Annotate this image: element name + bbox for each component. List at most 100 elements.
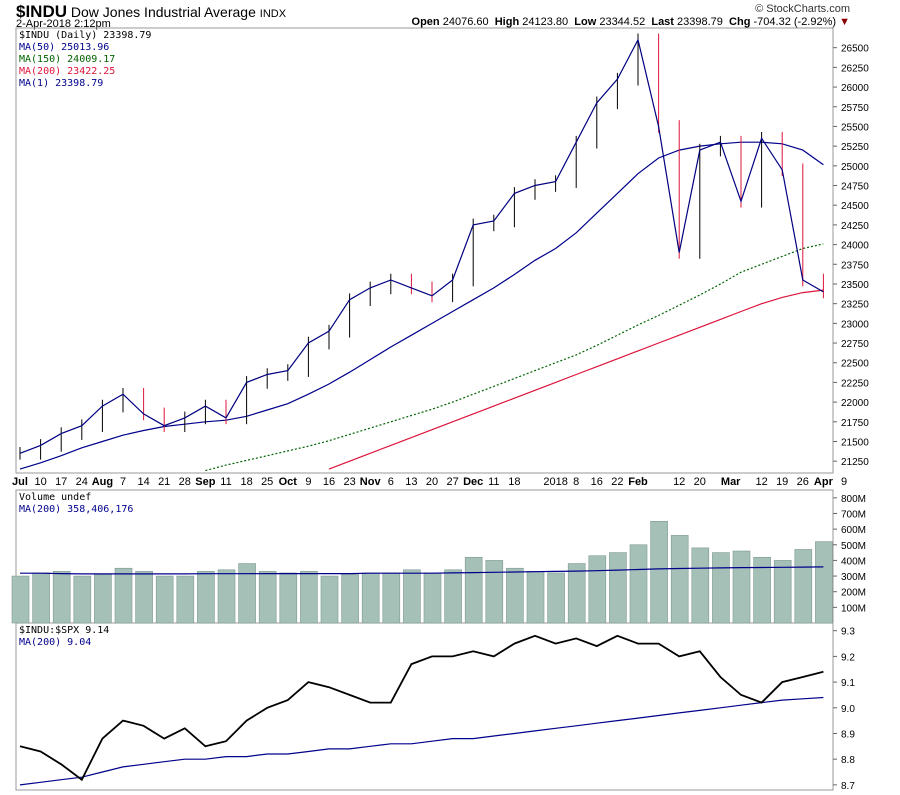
legend-volume-ma200: MA(200) 358,406,176	[19, 504, 134, 515]
ratio-line	[19, 634, 824, 782]
y-tick-label: 22000	[841, 398, 869, 409]
volume-bar	[794, 549, 813, 624]
y-tick-label: 21250	[841, 457, 869, 468]
volume-bar	[197, 571, 215, 624]
y-tick-label: 24750	[841, 182, 869, 193]
y-tick-label: 24250	[841, 221, 869, 232]
volume-bar	[279, 572, 298, 624]
x-tick-label: 24	[76, 476, 88, 488]
y-tick-label: 26250	[841, 63, 869, 74]
x-tick-label: 11	[220, 476, 231, 488]
x-tick-label: Mar	[721, 476, 741, 488]
x-tick-label: 17	[55, 476, 67, 488]
y-tick-label: 500M	[841, 541, 866, 552]
down-arrow-icon: ▼	[839, 16, 850, 28]
x-tick-label: 16	[591, 476, 603, 488]
x-tick-label: 8	[573, 476, 579, 488]
y-tick-label: 24500	[841, 201, 869, 212]
volume-bar	[712, 552, 730, 624]
open-label: Open	[411, 16, 440, 28]
volume-bar	[732, 550, 751, 624]
x-tick-label: 10	[34, 476, 46, 488]
legend-ma200: MA(200) 23422.25	[19, 66, 116, 77]
x-tick-label: 27	[446, 476, 458, 488]
y-tick-label: 25750	[841, 103, 869, 114]
y-tick-label: 9.2	[841, 652, 855, 663]
x-tick-label: 6	[388, 476, 394, 488]
x-tick-label: 20	[426, 476, 438, 488]
y-tick-label: 25250	[841, 142, 869, 153]
x-tick-label: Oct	[279, 476, 298, 488]
high-label: High	[494, 16, 520, 28]
x-tick-label: 12	[755, 476, 767, 488]
x-tick-label: 23	[343, 476, 355, 488]
x-tick-label: 20	[694, 476, 706, 488]
legend-ratio-ma200: MA(200) 9.04	[19, 637, 92, 648]
y-tick-label: 9.3	[841, 627, 855, 638]
x-tick-label: 9	[841, 476, 847, 488]
y-tick-label: 600M	[841, 525, 866, 536]
x-tick-label: 22	[611, 476, 623, 488]
y-tick-label: 100M	[841, 603, 866, 614]
x-tick-label: 14	[137, 476, 149, 488]
y-tick-label: 22250	[841, 378, 869, 389]
low-value: 23344.52	[599, 16, 646, 28]
ratio-ma200-line	[19, 696, 824, 786]
x-tick-label: Dec	[463, 476, 483, 488]
volume-bar	[11, 575, 30, 624]
y-tick-label: 9.0	[841, 704, 855, 715]
x-tick-label: 28	[179, 476, 191, 488]
volume-bar	[753, 556, 771, 624]
volume-bar	[629, 544, 648, 624]
y-tick-label: 21500	[841, 437, 869, 448]
low-label: Low	[574, 16, 597, 28]
volume-bar	[32, 572, 50, 624]
y-tick-label: 26000	[841, 83, 869, 94]
volume-ma200-line	[20, 566, 824, 575]
volume-bar	[94, 574, 112, 624]
panel-frame	[15, 27, 834, 474]
y-tick-label: 22750	[841, 339, 869, 350]
volume-bar	[773, 560, 792, 624]
x-tick-label: 13	[405, 476, 417, 488]
quote-bar: Open 24076.60 High 24123.80 Low 23344.52…	[412, 16, 850, 28]
last-value: 23398.79	[677, 16, 723, 28]
x-tick-label: 16	[323, 476, 335, 488]
y-tick-label: 21750	[841, 418, 869, 429]
x-tick-label: Feb	[628, 476, 648, 488]
y-tick-label: 8.8	[841, 755, 855, 766]
chart-title: $INDU Dow Jones Industrial Average INDX	[16, 2, 286, 22]
price-line	[19, 38, 824, 454]
x-tick-label: 18	[508, 476, 520, 488]
ratio-legend: $INDU:$SPX 9.14 MA(200) 9.04	[19, 625, 109, 649]
volume-legend: Volume undef MA(200) 358,406,176	[19, 492, 133, 516]
volume-bar	[258, 571, 277, 624]
x-tick-label: Jul	[12, 476, 28, 488]
volume-bar	[444, 569, 462, 624]
volume-bar	[526, 571, 545, 624]
volume-bar	[320, 575, 339, 624]
y-tick-label: 25500	[841, 122, 869, 133]
volume-bar	[155, 575, 174, 624]
volume-bar	[588, 555, 607, 624]
ma200-line	[328, 289, 824, 470]
y-tick-label: 23250	[841, 300, 869, 311]
y-tick-label: 700M	[841, 509, 866, 520]
volume-bar	[361, 572, 380, 624]
legend-ma1: MA(1) 23398.79	[19, 78, 104, 89]
price-legend: $INDU (Daily) 23398.79 MA(50) 25013.96 M…	[19, 30, 151, 90]
volume-bar	[506, 567, 524, 624]
index-name: Dow Jones Industrial Average	[70, 4, 256, 20]
high-value: 24123.80	[522, 16, 569, 28]
y-tick-label: 23500	[841, 280, 869, 291]
y-tick-label: 400M	[841, 556, 866, 567]
y-tick-label: 200M	[841, 588, 866, 599]
volume-bar	[300, 571, 318, 624]
volume-bar	[609, 552, 627, 624]
legend-ma150: MA(150) 24009.17	[19, 54, 116, 65]
y-tick-label: 300M	[841, 572, 866, 583]
y-tick-label: 9.1	[841, 678, 855, 689]
volume-bar	[815, 541, 833, 624]
